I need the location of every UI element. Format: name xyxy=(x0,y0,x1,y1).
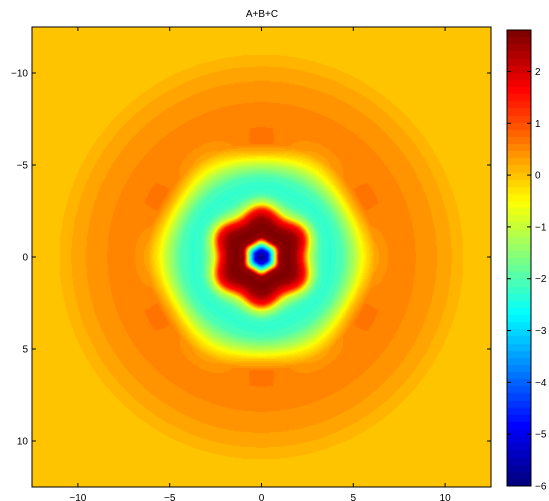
heatmap-plot-area: −10 −5 0 5 10 −10 −5 0 5 10 xyxy=(11,26,492,501)
y-tick-label: −5 xyxy=(17,161,29,172)
colorbar-tick-label: 0 xyxy=(535,171,541,182)
y-tick-label: 10 xyxy=(17,437,29,448)
colorbar-tick-label: −5 xyxy=(535,430,547,441)
heatmap-image xyxy=(32,27,491,487)
colorbar-tick-label: 1 xyxy=(535,119,541,130)
colorbar-gradient-holder xyxy=(507,30,531,486)
y-axis: −10 −5 0 5 10 xyxy=(11,69,491,448)
colorbar-tick-label: 2 xyxy=(535,67,541,78)
colorbar-gradient xyxy=(507,30,531,486)
colorbar-frame xyxy=(506,29,532,487)
y-tick-label: −10 xyxy=(11,69,28,80)
x-tick-label: −5 xyxy=(164,493,176,501)
colorbar-ticks: 2 1 0 −1 −2 −3 −4 −5 −6 xyxy=(507,67,547,493)
colorbar-tick-label: −2 xyxy=(535,274,547,285)
colorbar-tick-label: −6 xyxy=(535,482,547,493)
colorbar: 2 1 0 −1 −2 −3 −4 −5 −6 xyxy=(506,29,547,493)
heatmap-image-holder xyxy=(32,27,491,487)
x-tick-label: 10 xyxy=(440,493,452,501)
y-tick-label: 0 xyxy=(22,253,28,264)
x-tick-label: 5 xyxy=(351,493,357,501)
colorbar-tick-label: −4 xyxy=(535,378,547,389)
colorbar-tick-label: −3 xyxy=(535,326,547,337)
y-tick-label: 5 xyxy=(22,345,28,356)
chart-title: A+B+C xyxy=(246,9,278,20)
x-axis: −10 −5 0 5 10 xyxy=(69,27,451,501)
colorbar-tick-label: −1 xyxy=(535,222,547,233)
x-tick-label: −10 xyxy=(69,493,86,501)
x-tick-label: 0 xyxy=(259,493,265,501)
